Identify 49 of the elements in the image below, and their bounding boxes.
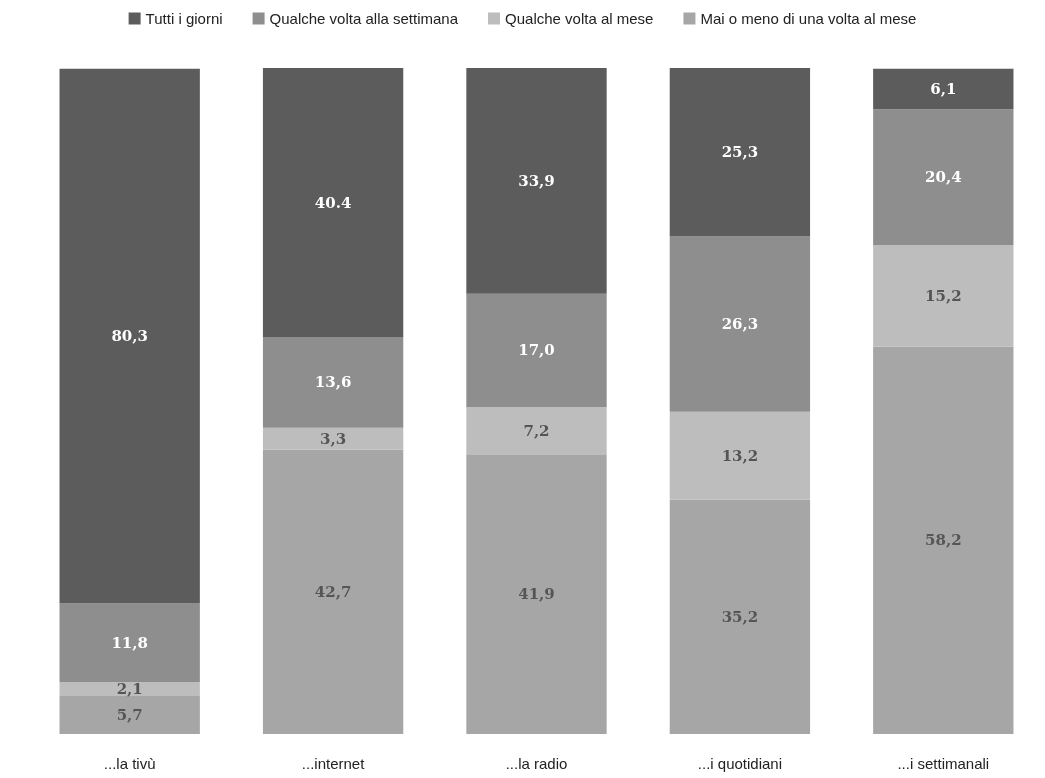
data-label: 6,1 bbox=[930, 79, 957, 98]
bar bbox=[262, 337, 404, 428]
data-label: 3,3 bbox=[320, 429, 347, 448]
bar bbox=[669, 499, 811, 734]
data-label: 17,0 bbox=[518, 341, 555, 360]
bar bbox=[262, 449, 404, 734]
x-tick-label: ...i settimanali bbox=[897, 755, 990, 772]
data-label: 5,7 bbox=[116, 706, 143, 725]
bar bbox=[59, 603, 200, 683]
data-label: 26,3 bbox=[721, 315, 759, 334]
bar bbox=[873, 346, 1014, 734]
x-tick-label: ...la radio bbox=[505, 755, 568, 772]
bar bbox=[466, 68, 607, 294]
legend-label: Mai o meno di una volta al mese bbox=[700, 10, 917, 27]
data-label: 41,9 bbox=[518, 585, 555, 604]
data-label: 15,2 bbox=[925, 286, 962, 305]
data-label: 25,3 bbox=[721, 143, 759, 162]
legend-label: Tutti i giorni bbox=[145, 10, 223, 27]
bar bbox=[873, 245, 1014, 347]
data-label: 42,7 bbox=[314, 582, 352, 601]
data-label: 20,4 bbox=[925, 168, 962, 187]
bar bbox=[59, 682, 200, 697]
bar bbox=[262, 68, 404, 338]
data-label: 33,9 bbox=[518, 171, 555, 190]
bar bbox=[669, 236, 811, 412]
data-label: 35,2 bbox=[721, 607, 759, 626]
x-tick-label: ...la tivù bbox=[103, 755, 156, 772]
bar bbox=[59, 68, 200, 604]
bar bbox=[466, 454, 607, 734]
data-label: 13,2 bbox=[721, 446, 759, 465]
data-label: 7,2 bbox=[523, 421, 550, 440]
bar bbox=[262, 427, 404, 450]
legend-label: Qualche volta al mese bbox=[505, 10, 654, 27]
data-label: 58,2 bbox=[925, 531, 962, 550]
bar bbox=[873, 109, 1014, 246]
bar bbox=[873, 68, 1014, 110]
data-label: 2,1 bbox=[116, 680, 143, 699]
bar bbox=[466, 293, 607, 407]
data-label: 11,8 bbox=[111, 633, 148, 652]
legend-label: Qualche volta alla settimana bbox=[269, 10, 459, 27]
bar bbox=[59, 696, 200, 734]
x-tick-label: ...i quotidiani bbox=[697, 755, 783, 772]
bar bbox=[669, 68, 811, 237]
data-label: 40.4 bbox=[314, 193, 352, 212]
bar bbox=[466, 406, 607, 455]
data-label: 13,6 bbox=[314, 373, 352, 392]
x-tick-label: ...internet bbox=[301, 755, 366, 772]
data-label: 80,3 bbox=[111, 327, 148, 346]
bar bbox=[669, 411, 811, 500]
